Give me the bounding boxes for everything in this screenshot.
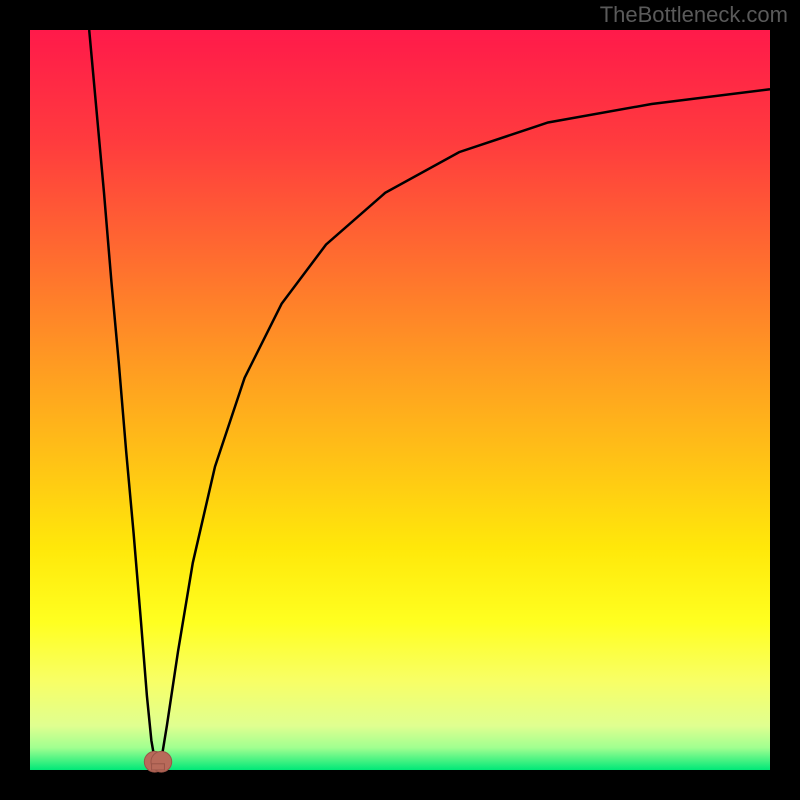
chart-svg [0,0,800,800]
valley-marker [144,751,171,772]
watermark-text: TheBottleneck.com [600,2,788,28]
plot-background [30,30,770,770]
chart-container: TheBottleneck.com [0,0,800,800]
